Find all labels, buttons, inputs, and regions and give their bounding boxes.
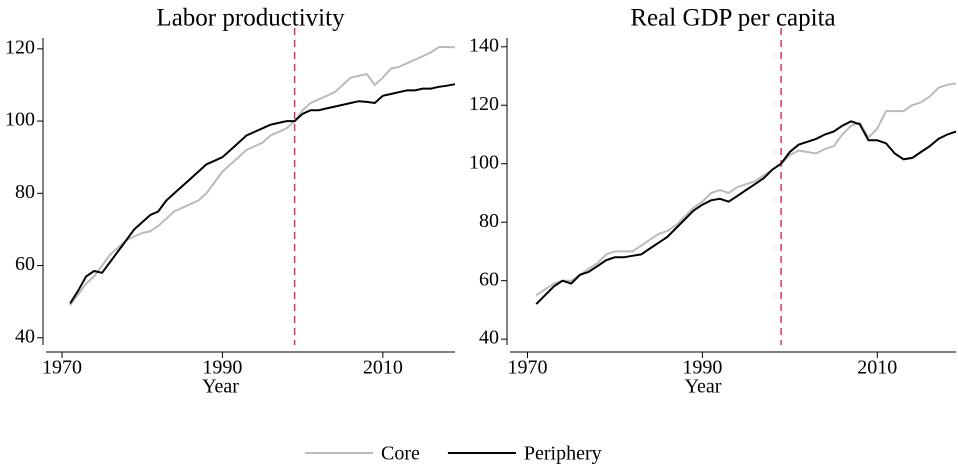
- series-line: [535, 120, 957, 305]
- x-tick-label: 2010: [363, 357, 403, 379]
- y-tick-label: 60: [479, 268, 499, 290]
- chart-title: Real GDP per capita: [630, 5, 835, 32]
- y-tick-label: 40: [15, 325, 35, 347]
- chart-title: Labor productivity: [156, 5, 345, 32]
- y-tick-label: 100: [5, 109, 35, 131]
- y-tick-label: 140: [469, 34, 499, 56]
- x-tick-label: 1970: [507, 357, 547, 379]
- x-axis-label: Year: [202, 376, 239, 398]
- y-tick-label: 100: [469, 151, 499, 173]
- y-tick-label: 120: [469, 93, 499, 115]
- y-tick-label: 60: [15, 253, 35, 275]
- y-tick-label: 80: [15, 181, 35, 203]
- series-line: [69, 83, 456, 305]
- y-tick-label: 120: [5, 36, 35, 58]
- x-tick-label: 1990: [682, 357, 722, 379]
- legend-label: Core: [381, 443, 420, 465]
- series-line: [69, 46, 456, 306]
- x-tick-label: 2010: [857, 357, 897, 379]
- x-axis-label: Year: [685, 376, 722, 398]
- series-line: [535, 82, 957, 297]
- x-tick-label: 1970: [42, 357, 82, 379]
- y-tick-label: 80: [479, 210, 499, 232]
- legend-label: Periphery: [524, 443, 602, 465]
- y-tick-label: 40: [479, 327, 499, 349]
- x-tick-label: 1990: [202, 357, 242, 379]
